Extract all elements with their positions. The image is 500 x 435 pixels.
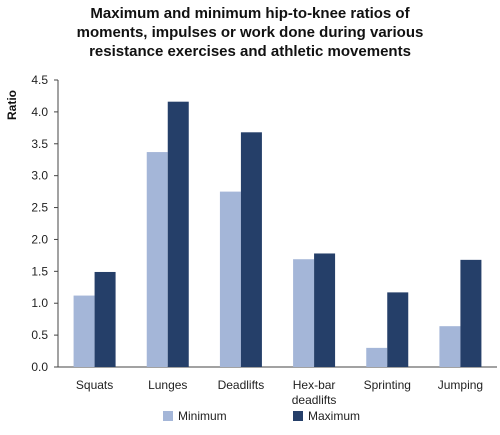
x-category-label: Sprinting — [364, 378, 411, 392]
y-tick-label: 4.5 — [31, 73, 48, 87]
bar-minimum-jumping — [439, 326, 461, 367]
bar-minimum-hex-bar-deadlifts — [293, 259, 315, 367]
y-tick-label: 1.0 — [31, 296, 48, 310]
bar-maximum-squats — [94, 271, 116, 367]
bar-maximum-sprinting — [387, 292, 409, 367]
y-tick-label: 4.0 — [31, 105, 48, 119]
chart-title-line-1: Maximum and minimum hip-to-knee ratios o… — [90, 5, 410, 22]
chart-title: Maximum and minimum hip-to-knee ratios o… — [77, 5, 424, 60]
bar-maximum-deadlifts — [240, 132, 262, 367]
plot-area: 0.0 0.5 1.0 1.5 2.0 2.5 3.0 3.5 4.0 4.5 Squats Lung… — [31, 73, 497, 407]
chart-title-line-2: moments, impulses or work done during va… — [77, 24, 424, 41]
legend-label-minimum: Minimum — [178, 409, 227, 423]
y-tick-label: 2.0 — [31, 232, 48, 246]
legend-swatch-maximum — [293, 411, 303, 421]
bar-minimum-squats — [73, 295, 95, 367]
bar-maximum-hex-bar-deadlifts — [314, 253, 336, 367]
bar-minimum-lunges — [146, 152, 168, 367]
legend-label-maximum: Maximum — [308, 409, 360, 423]
y-tick-label: 1.5 — [31, 264, 48, 278]
x-category-label: Deadlifts — [218, 378, 265, 392]
bar-maximum-jumping — [460, 259, 482, 367]
bar-minimum-sprinting — [366, 347, 388, 367]
y-axis-label: Ratio — [5, 90, 19, 120]
bar-minimum-deadlifts — [219, 191, 241, 367]
x-category-label: Jumping — [438, 378, 483, 392]
chart-legend: Minimum Maximum — [163, 409, 360, 423]
bar-maximum-lunges — [167, 101, 189, 367]
y-tick-label: 0.5 — [31, 328, 48, 342]
chart-title-line-3: resistance exercises and athletic moveme… — [89, 43, 411, 60]
y-tick-label: 3.0 — [31, 169, 48, 183]
x-category-label: Squats — [76, 378, 113, 392]
y-tick-label: 3.5 — [31, 137, 48, 151]
legend-swatch-minimum — [163, 411, 173, 421]
x-category-label: deadlifts — [292, 393, 337, 407]
x-category-label: Lunges — [148, 378, 187, 392]
y-tick-label: 2.5 — [31, 201, 48, 215]
y-tick-label: 0.0 — [31, 360, 48, 374]
x-category-label: Hex-bar — [293, 378, 336, 392]
